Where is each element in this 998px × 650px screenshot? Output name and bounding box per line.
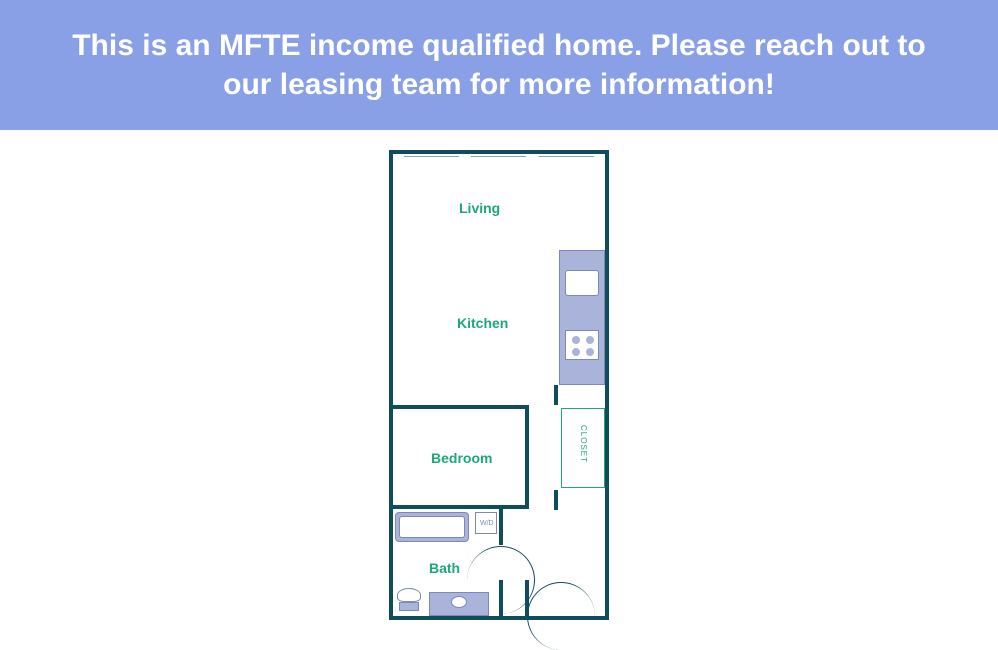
banner-text: This is an MFTE income qualified home. P… — [49, 26, 949, 104]
interior-wall-1 — [525, 405, 529, 505]
label-bedroom: Bedroom — [431, 450, 492, 466]
label-closet: CLOSET — [579, 425, 588, 463]
label-bath: Bath — [429, 560, 460, 576]
interior-wall-6 — [554, 385, 558, 405]
label-living: Living — [459, 200, 500, 216]
window-marker-1 — [471, 156, 526, 157]
label-wd: W/D — [480, 520, 494, 527]
window-marker-2 — [539, 156, 594, 157]
content-area: Living Kitchen Bedroom Bath CLOSET W/D — [0, 130, 998, 620]
wall-right — [605, 150, 609, 620]
door-entry-arc — [527, 582, 595, 650]
toilet-tank — [399, 602, 419, 611]
floorplan-diagram: Living Kitchen Bedroom Bath CLOSET W/D — [389, 150, 609, 620]
vanity-sink — [451, 596, 467, 608]
interior-wall-0 — [389, 405, 529, 409]
bathtub-inner — [399, 516, 465, 538]
label-kitchen: Kitchen — [457, 315, 508, 331]
window-marker-0 — [404, 156, 459, 157]
sink-fixture — [565, 270, 599, 296]
interior-wall-7 — [554, 490, 558, 510]
wall-top — [389, 150, 609, 154]
door-bath-arc — [467, 546, 535, 614]
wall-left — [389, 150, 393, 620]
interior-wall-3 — [499, 505, 503, 545]
notice-banner: This is an MFTE income qualified home. P… — [0, 0, 998, 130]
interior-wall-2 — [389, 505, 529, 509]
stove-fixture — [565, 330, 599, 360]
toilet-bowl — [397, 588, 421, 602]
